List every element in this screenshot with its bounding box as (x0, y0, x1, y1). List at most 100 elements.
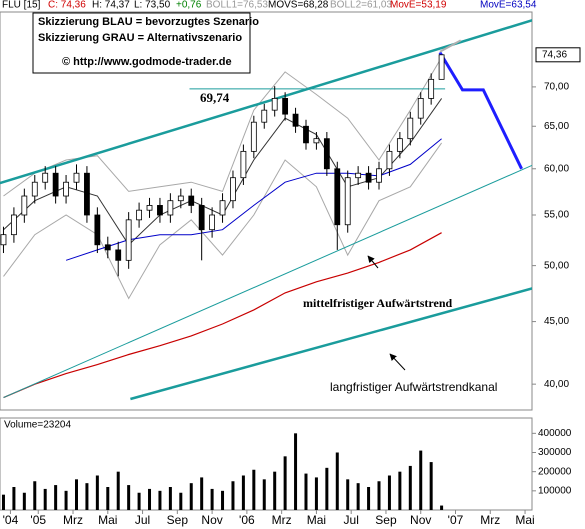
volume-bar (408, 465, 412, 510)
line-series (3, 164, 532, 399)
line-series (130, 287, 532, 401)
candle-body (365, 172, 372, 183)
y-tick-label: 100000 (538, 485, 572, 496)
candle-body (376, 168, 382, 183)
candle-body (386, 150, 393, 170)
header-item: H: 74,37 (92, 0, 130, 11)
candle-body (198, 205, 205, 231)
volume-bar (377, 481, 381, 510)
volume-title: Volume=23204 (4, 420, 71, 431)
volume-bar (398, 471, 402, 510)
volume-bar (116, 471, 120, 510)
arrow (389, 353, 406, 371)
x-tick-label: Mai (98, 513, 117, 527)
x-tick-label: Nov (201, 513, 222, 527)
volume-bar (43, 488, 47, 510)
header-item: C: 74,36 (48, 0, 86, 11)
volume-bar (12, 487, 16, 510)
volume-bar (252, 469, 256, 510)
candle-body (0, 234, 7, 246)
candle-body (407, 117, 414, 140)
x-tick-label: '06 (239, 513, 255, 527)
candle-body (188, 195, 195, 206)
volume-bar (335, 452, 339, 510)
x-tick-label: '07 (448, 513, 464, 527)
header-item: FLU [15] (2, 0, 41, 11)
volume-bar (387, 475, 391, 510)
volume-bar (148, 488, 152, 510)
volume-bar (241, 475, 245, 510)
x-tick-label: Mrz (63, 513, 83, 527)
volume-bar (273, 471, 277, 510)
overlay-layer: 74,36 FLU [15] C: 74,36 H: 74,37 L: 73,50 +0,… (2, 0, 581, 63)
candle-body (323, 138, 330, 170)
candle-body (177, 195, 184, 202)
candle-body (219, 200, 226, 216)
volume-bar (294, 433, 298, 510)
price-layer (0, 19, 532, 401)
x-tick-label: '04 (3, 513, 19, 527)
arrow (367, 255, 379, 269)
y-tick-label: 45,00 (544, 316, 569, 327)
volume-bar (283, 456, 287, 510)
header-item: MovE=63,54 (480, 0, 537, 11)
x-tick-label: Mai (307, 513, 326, 527)
volume-bar (346, 479, 350, 510)
candle-body (230, 177, 236, 202)
info-box (32, 12, 251, 74)
candle-body (313, 138, 320, 144)
volume-bar (85, 483, 89, 510)
line-series (3, 232, 442, 399)
candle-body (334, 168, 341, 226)
volume-bar (200, 477, 204, 510)
header-item: MovE=53,19 (390, 0, 447, 11)
header-item: MOVS=68,28 (268, 0, 329, 11)
candle-body (417, 98, 424, 119)
volume-bar (189, 483, 193, 510)
candle-body (271, 98, 278, 111)
volume-bar (158, 490, 162, 510)
y-tick-label: 400000 (538, 428, 572, 439)
volume-bar (74, 479, 78, 510)
volume-bar (64, 490, 68, 510)
price-label: 74,36 (542, 49, 567, 60)
candle-body (250, 121, 257, 152)
volume-bar (221, 490, 225, 510)
candle-body (396, 138, 403, 152)
candle-body (438, 54, 445, 80)
header-item: L: 73,50 (134, 0, 171, 11)
price-label-box (535, 47, 581, 63)
annotation: mittelfristiger Aufwärtstrend (303, 296, 453, 310)
y-tick-label: 200000 (538, 466, 572, 477)
volume-bar (54, 485, 58, 510)
x-tick-label: '05 (30, 513, 46, 527)
line-series (3, 142, 443, 300)
candle-body (167, 200, 174, 216)
candle-body (31, 181, 38, 197)
info-text: © http://www.godmode-trader.de (62, 56, 232, 68)
candle-body (344, 177, 351, 226)
candle-body (52, 172, 59, 197)
candle-body (42, 172, 49, 183)
info-text: Skizzierung GRAU = Alternativszenario (38, 32, 242, 44)
line-series (438, 51, 523, 170)
y-tick-label: 300000 (538, 447, 572, 458)
annotation: langfristiger Aufwärtstrendkanal (330, 380, 497, 394)
candle-body (94, 214, 101, 246)
candle-body (282, 98, 289, 115)
y-tick-label: 40,00 (544, 379, 569, 390)
volume-bar (304, 473, 308, 510)
x-tick-label: Mrz (272, 513, 292, 527)
candle-body (84, 172, 90, 216)
y-tick-label: 70,00 (544, 82, 569, 93)
volume-plot-frame (0, 417, 533, 511)
volume-bar (210, 488, 214, 510)
candle-body (146, 205, 153, 211)
candle-body (157, 205, 163, 216)
x-tick-label: Jul (135, 513, 150, 527)
volume-bar (179, 492, 183, 510)
volume-bar (137, 492, 141, 510)
candle-body (125, 219, 132, 261)
volume-bar (22, 492, 26, 510)
